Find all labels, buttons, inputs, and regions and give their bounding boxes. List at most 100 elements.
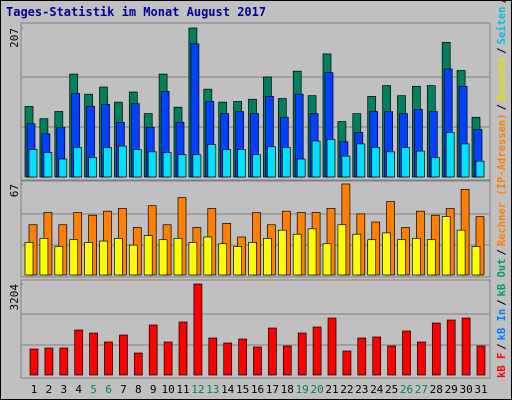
bar (386, 151, 395, 178)
x-tick-label: 8 (135, 383, 142, 396)
bar (445, 132, 455, 178)
x-tick-label: 16 (251, 383, 264, 396)
x-tick-label: 6 (105, 383, 112, 396)
bar (89, 332, 98, 376)
bar (237, 149, 246, 178)
bar (277, 229, 287, 276)
bar (461, 317, 471, 376)
bar (426, 239, 436, 276)
bar (158, 239, 168, 276)
legend-separator: / (496, 0, 508, 4)
x-tick-label: 19 (296, 383, 309, 396)
bar (238, 338, 247, 376)
bar (104, 341, 113, 376)
bar (128, 244, 138, 276)
bar (337, 224, 347, 276)
bar (297, 332, 307, 376)
bar (387, 345, 396, 376)
bar (143, 235, 153, 276)
x-tick-label: 13 (206, 383, 219, 396)
bar (69, 239, 79, 276)
legend-separator: / (496, 249, 508, 255)
bar (208, 337, 218, 376)
x-tick-label: 10 (161, 383, 174, 396)
bar (118, 145, 127, 178)
bar (223, 342, 233, 376)
bar (84, 242, 93, 276)
bar (412, 237, 421, 276)
x-tick-label: 26 (400, 383, 413, 396)
x-tick-label: 4 (75, 383, 82, 396)
bar (233, 246, 242, 276)
bar (397, 239, 406, 276)
bar (263, 237, 272, 276)
bar (372, 336, 382, 376)
legend: kB F / kB In / kB Out / Rechner (IP-Adressen) /… (496, 0, 508, 378)
bar (119, 334, 128, 376)
bar (88, 157, 97, 178)
x-tick-label: 3 (60, 383, 67, 396)
bar (371, 147, 381, 178)
bar (267, 146, 276, 178)
bar (416, 150, 425, 178)
bar (401, 147, 410, 178)
bar (54, 246, 64, 276)
bar (248, 242, 257, 276)
x-tick-label: 14 (221, 383, 235, 396)
bar (43, 152, 53, 178)
legend-item: kB In (496, 309, 508, 341)
bar (162, 152, 172, 178)
bar (28, 149, 38, 178)
bar (253, 346, 262, 376)
bar (24, 242, 34, 276)
legend-separator: / (496, 343, 508, 349)
bar (460, 143, 470, 178)
bar (133, 352, 143, 376)
bar (476, 345, 486, 376)
legend-item: Rechner (IP-Adressen) (496, 113, 508, 246)
bar (367, 239, 377, 276)
bar (29, 348, 39, 376)
bar (148, 324, 158, 376)
bar (456, 229, 466, 276)
bar (296, 158, 306, 178)
bar (327, 317, 337, 376)
bar (193, 283, 203, 376)
bar (132, 149, 142, 178)
x-tick-label: 5 (90, 383, 97, 396)
bar (163, 341, 173, 376)
bar (73, 147, 83, 178)
x-tick-label: 18 (281, 383, 294, 396)
x-tick-label: 15 (236, 383, 249, 396)
y-max-label: 67 (8, 184, 21, 197)
bar (178, 321, 188, 376)
bar (326, 139, 336, 178)
bar (292, 233, 302, 276)
title: Tages-Statistik im Monat August 2017 (6, 5, 266, 19)
bar (307, 228, 317, 276)
bar (39, 237, 49, 276)
bar (446, 319, 456, 376)
bar (281, 147, 291, 178)
x-tick-label: 1 (31, 383, 38, 396)
y-max-label: 3204 (8, 284, 21, 311)
bar (322, 243, 332, 276)
y-max-label: 207 (8, 28, 21, 48)
bar (471, 246, 481, 276)
bar (268, 327, 277, 376)
x-tick-label: 29 (445, 383, 458, 396)
bar (341, 155, 351, 178)
bar (430, 157, 440, 178)
x-tick-label: 9 (150, 383, 157, 396)
bar (431, 322, 441, 376)
x-tick-label: 11 (176, 383, 189, 396)
bar (475, 160, 485, 178)
bar (74, 329, 84, 376)
x-tick-label: 17 (266, 383, 279, 396)
bar (177, 154, 187, 178)
bar (312, 326, 322, 376)
legend-item: kB Out (496, 259, 508, 297)
legend-item: Besuche (496, 57, 508, 101)
x-tick-label: 28 (430, 383, 443, 396)
